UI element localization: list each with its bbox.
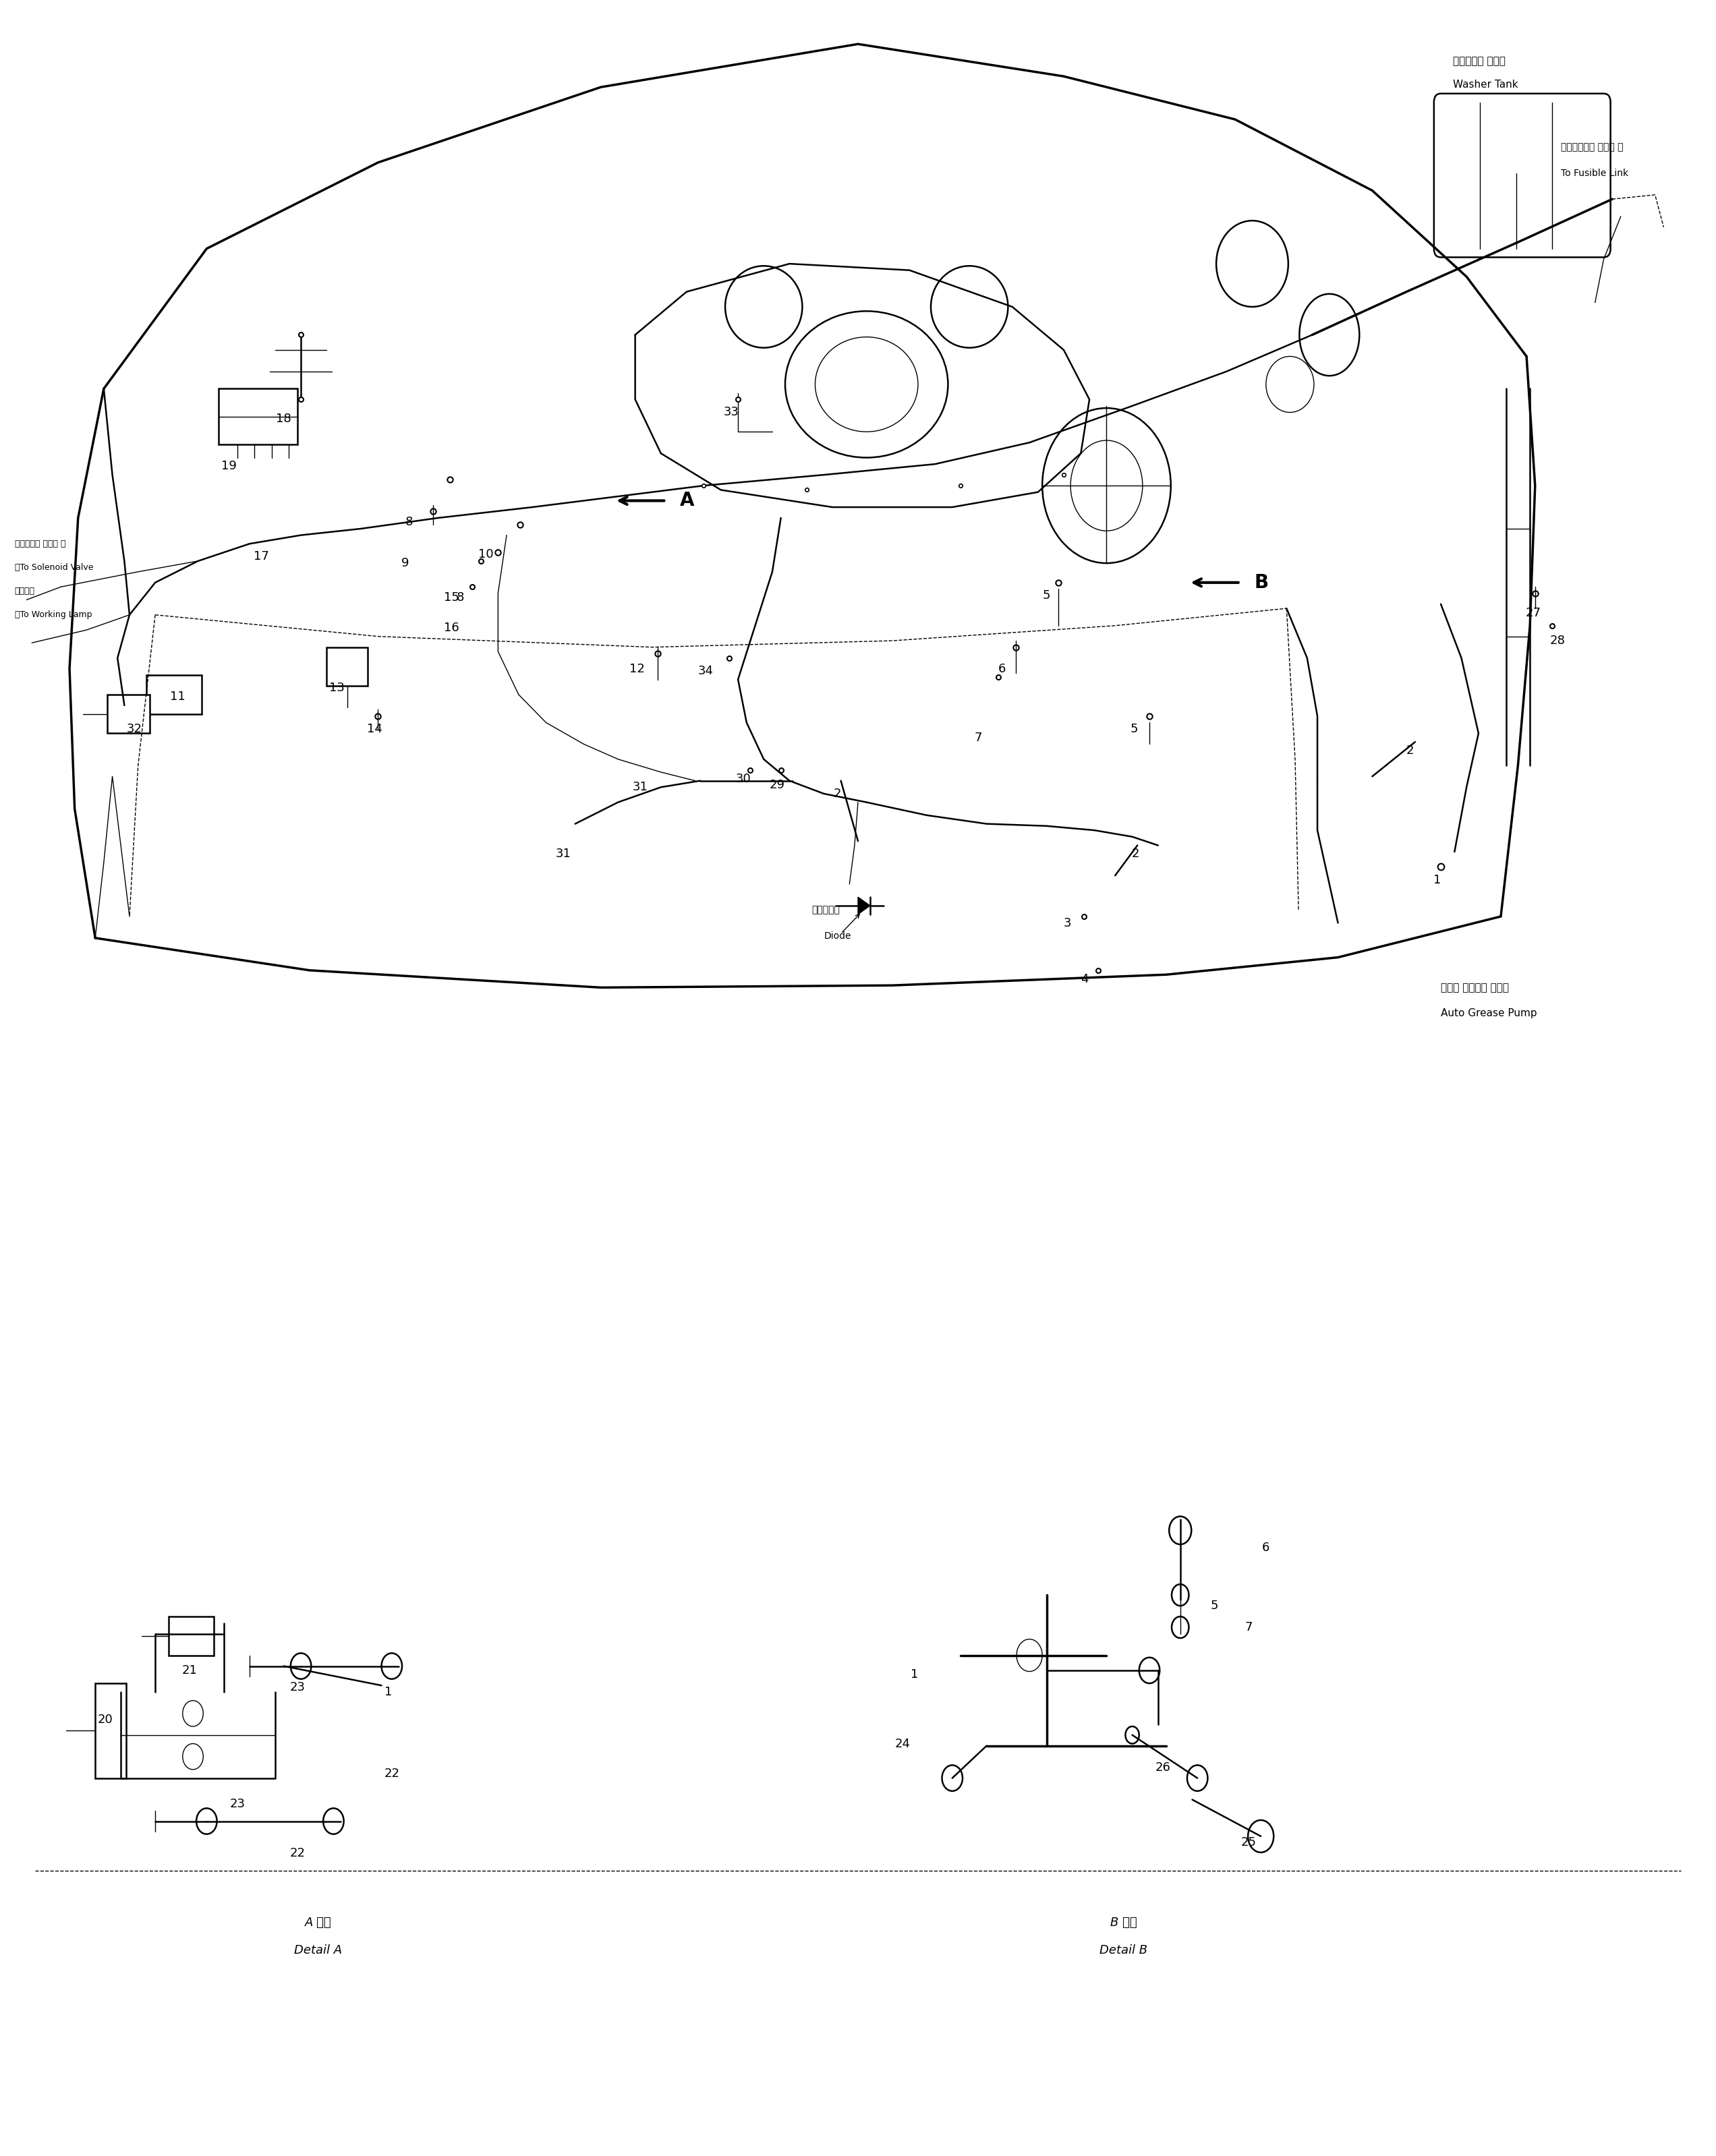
Text: 22: 22 [290, 1848, 305, 1861]
Text: 26: 26 [1155, 1761, 1170, 1774]
Text: 17: 17 [254, 550, 269, 563]
Text: 9: 9 [402, 556, 410, 569]
Text: 8: 8 [456, 591, 463, 604]
Text: 24: 24 [894, 1738, 909, 1751]
Text: 21: 21 [182, 1664, 197, 1677]
Text: 11: 11 [170, 690, 185, 703]
Text: 5: 5 [1131, 722, 1138, 735]
Text: 8: 8 [405, 515, 414, 528]
Text: ヒュージブル リンク へ: ヒュージブル リンク へ [1562, 142, 1623, 153]
Text: Auto Grease Pump: Auto Grease Pump [1441, 1009, 1538, 1018]
Text: 25: 25 [1241, 1837, 1256, 1850]
Text: 27: 27 [1526, 606, 1541, 619]
Text: 5: 5 [1043, 589, 1050, 602]
Text: 16: 16 [444, 621, 460, 634]
Text: 20: 20 [98, 1714, 113, 1727]
Text: 23: 23 [230, 1798, 245, 1811]
Text: 6: 6 [1263, 1542, 1270, 1554]
Text: 32: 32 [127, 722, 142, 735]
Text: 1: 1 [911, 1669, 918, 1682]
Text: 31: 31 [556, 847, 571, 860]
FancyBboxPatch shape [1435, 93, 1611, 257]
Text: 13: 13 [329, 681, 345, 694]
Polygon shape [858, 897, 870, 914]
FancyBboxPatch shape [218, 388, 297, 444]
Text: 2: 2 [1405, 744, 1414, 757]
Text: 1: 1 [384, 1686, 393, 1699]
FancyBboxPatch shape [168, 1617, 213, 1656]
Text: Detail B: Detail B [1100, 1945, 1148, 1955]
Text: A 詳細: A 詳細 [305, 1917, 331, 1927]
Text: 7: 7 [975, 731, 982, 744]
Text: 12: 12 [630, 662, 645, 675]
Text: B: B [1254, 573, 1268, 593]
Text: 10: 10 [479, 548, 494, 561]
Text: 7: 7 [1244, 1621, 1253, 1634]
Text: 15: 15 [444, 591, 460, 604]
Text: Diode: Diode [824, 931, 851, 940]
Text: 31: 31 [633, 780, 649, 793]
Text: 2: 2 [834, 787, 841, 800]
Text: 、To Working Lamp: 、To Working Lamp [15, 610, 93, 619]
Text: ウォッシャ タンク: ウォッシャ タンク [1453, 56, 1505, 67]
Text: 19: 19 [221, 459, 237, 472]
Text: 33: 33 [724, 405, 740, 418]
Text: オート グリース ポンプ: オート グリース ポンプ [1441, 983, 1508, 992]
Bar [146, 675, 201, 714]
Text: 28: 28 [1550, 634, 1565, 647]
Text: 6: 6 [999, 662, 1006, 675]
FancyBboxPatch shape [94, 1684, 125, 1779]
Text: 18: 18 [276, 412, 292, 425]
Text: 4: 4 [1081, 972, 1088, 985]
Text: 29: 29 [770, 778, 786, 791]
Text: 30: 30 [736, 772, 752, 785]
Text: 22: 22 [384, 1768, 400, 1781]
Text: Washer Tank: Washer Tank [1453, 80, 1519, 91]
Text: 23: 23 [290, 1682, 305, 1695]
Text: 2: 2 [1133, 847, 1139, 860]
Text: 34: 34 [698, 664, 714, 677]
Text: 作業灯へ: 作業灯へ [15, 586, 34, 595]
Text: ダイオード: ダイオード [812, 906, 839, 914]
Text: 、To Solenoid Valve: 、To Solenoid Valve [15, 563, 93, 571]
Text: 5: 5 [1211, 1600, 1218, 1613]
Text: B 詳細: B 詳細 [1110, 1917, 1138, 1927]
Text: To Fusible Link: To Fusible Link [1562, 168, 1628, 179]
Text: 14: 14 [367, 722, 383, 735]
Text: ソレノイド バルブ へ: ソレノイド バルブ へ [15, 539, 65, 548]
Text: Detail A: Detail A [293, 1945, 341, 1955]
Text: 3: 3 [1064, 916, 1071, 929]
Text: A: A [680, 492, 695, 511]
Bar [106, 694, 149, 733]
Bar [326, 647, 367, 686]
Text: 1: 1 [1433, 873, 1441, 886]
